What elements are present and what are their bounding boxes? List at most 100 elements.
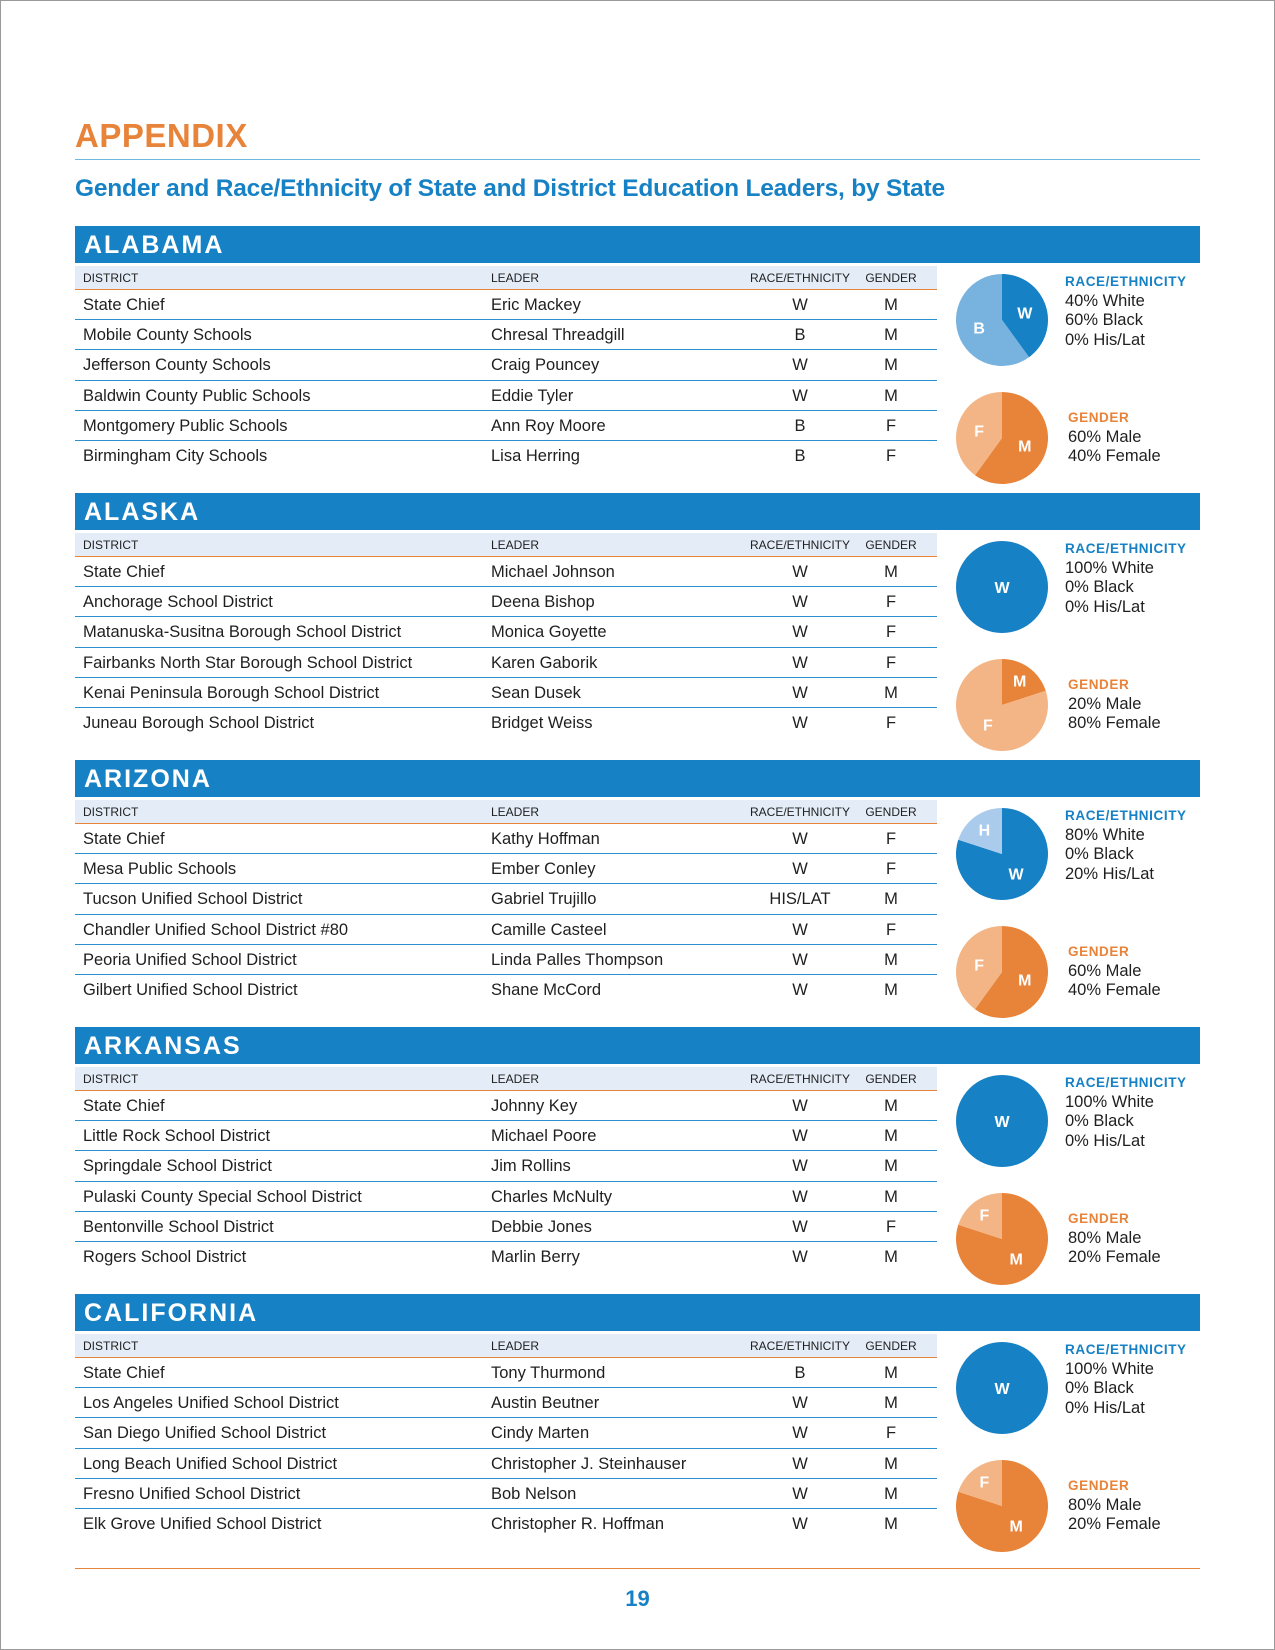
column-header-district: DISTRICT: [83, 1072, 139, 1086]
race-legend-white: 80% White: [1065, 825, 1145, 844]
state-section-arkansas: ARKANSAS DISTRICT LEADER RACE/ETHNICITY …: [75, 1027, 1200, 1285]
gender-pie-slice-label: F: [983, 717, 993, 734]
column-header-gender: GENDER: [865, 805, 917, 819]
page-number: 19: [625, 1586, 650, 1611]
gender-cell: M: [884, 1157, 898, 1176]
gender-pie-slice-label: F: [979, 1208, 989, 1225]
race-cell: HIS/LAT: [769, 890, 831, 909]
table-row: Chandler Unified School District #80 Cami…: [75, 915, 937, 945]
race-ethnicity-legend: RACE/ETHNICITY 100% White 0% Black 0% Hi…: [1065, 1340, 1187, 1418]
gender-cell: M: [884, 1247, 898, 1266]
race-legend-white: 40% White: [1065, 291, 1145, 310]
leader-cell: Michael Poore: [491, 1127, 597, 1146]
race-cell: W: [792, 860, 808, 879]
race-cell: W: [792, 1247, 808, 1266]
column-header-race: RACE/ETHNICITY: [750, 805, 851, 819]
gender-pie-slice-f: [956, 392, 1002, 476]
table-row: Peoria Unified School District Linda Pall…: [75, 945, 937, 975]
leader-table: State Chief Johnny Key W M Little Rock Schoo…: [75, 1091, 937, 1272]
race-cell: W: [792, 950, 808, 969]
district-cell: Long Beach Unified School District: [83, 1454, 338, 1473]
leader-cell: Ann Roy Moore: [491, 416, 606, 435]
leader-table: State Chief Tony Thurmond B M Los Angeles Un…: [75, 1358, 937, 1539]
leader-cell: Debbie Jones: [491, 1217, 592, 1236]
race-cell: B: [794, 326, 806, 345]
table-row: Fresno Unified School District Bob Nelson…: [75, 1479, 937, 1509]
leader-cell: Kathy Hoffman: [491, 830, 600, 848]
district-cell: State Chief: [83, 1097, 165, 1115]
column-header-leader: LEADER: [491, 1339, 540, 1353]
gender-cell: F: [885, 593, 897, 612]
district-cell: Fresno Unified School District: [83, 1484, 301, 1503]
page-title: APPENDIX: [75, 117, 248, 154]
gender-pie-slice-label: M: [1018, 972, 1031, 989]
race-ethnicity-pie-chart: WH: [956, 808, 1048, 900]
column-header-race: RACE/ETHNICITY: [750, 271, 851, 285]
table-row: Long Beach Unified School District Christ…: [75, 1449, 937, 1479]
leader-cell: Eddie Tyler: [491, 386, 574, 405]
gender-legend: GENDER 80% Male 20% Female: [1068, 1209, 1161, 1268]
leader-cell: Chresal Threadgill: [491, 326, 625, 345]
table-row: Los Angeles Unified School District Austi…: [75, 1388, 937, 1419]
race-pie-slice-label: W: [994, 1381, 1010, 1398]
gender-cell: F: [885, 1424, 897, 1443]
gender-legend-title: GENDER: [1068, 410, 1130, 425]
gender-cell: F: [885, 623, 897, 642]
race-cell: W: [792, 563, 808, 581]
leader-cell: Charles McNulty: [491, 1187, 613, 1206]
district-cell: Los Angeles Unified School District: [83, 1394, 339, 1413]
race-cell: W: [792, 623, 808, 642]
table-row: Kenai Peninsula Borough School District S…: [75, 678, 937, 708]
gender-legend-male: 80% Male: [1068, 1495, 1142, 1514]
district-cell: Peoria Unified School District: [83, 950, 297, 969]
gender-cell: M: [884, 386, 898, 405]
gender-pie-chart: MF: [956, 392, 1048, 484]
leader-cell: Linda Palles Thompson: [491, 950, 664, 969]
race-ethnicity-legend: RACE/ETHNICITY 40% White 60% Black 0% Hi…: [1065, 272, 1187, 350]
race-pie-slice-w: [956, 1075, 1048, 1167]
gender-pie-slice-label: F: [979, 1475, 989, 1492]
race-legend-title: RACE/ETHNICITY: [1065, 1342, 1187, 1357]
column-header-race: RACE/ETHNICITY: [750, 1072, 851, 1086]
column-header-race: RACE/ETHNICITY: [750, 538, 851, 552]
table-row: State Chief Johnny Key W M: [75, 1091, 937, 1122]
race-cell: W: [792, 1187, 808, 1206]
leader-table: State Chief Michael Johnson W M Anchorage Sc…: [75, 557, 937, 738]
state-section-arizona: ARIZONA DISTRICT LEADER RACE/ETHNICITY G…: [75, 760, 1200, 1018]
gender-legend: GENDER 60% Male 40% Female: [1068, 942, 1161, 1001]
gender-legend: GENDER 20% Male 80% Female: [1068, 675, 1161, 734]
table-row: Little Rock School District Michael Poore…: [75, 1121, 937, 1152]
district-cell: State Chief: [83, 1364, 165, 1382]
gender-pie-slice-label: M: [1009, 1251, 1022, 1268]
leader-cell: Craig Pouncey: [491, 356, 600, 375]
gender-cell: M: [884, 1127, 898, 1146]
race-pie-slice-h: [958, 808, 1002, 854]
gender-pie-chart: MF: [956, 1193, 1048, 1285]
race-cell: W: [792, 713, 808, 732]
leader-cell: Bob Nelson: [491, 1484, 577, 1503]
table-row: Juneau Borough School District Bridget We…: [75, 708, 937, 738]
district-cell: San Diego Unified School District: [83, 1424, 327, 1443]
race-legend-hislat: 0% His/Lat: [1065, 1131, 1145, 1150]
column-header-leader: LEADER: [491, 271, 540, 285]
column-header-leader: LEADER: [491, 1072, 540, 1086]
race-cell: W: [792, 1484, 808, 1503]
gender-cell: M: [884, 683, 898, 702]
race-cell: W: [792, 296, 808, 314]
gender-cell: F: [885, 1217, 897, 1236]
race-pie-slice-label: B: [973, 320, 985, 337]
column-header-district: DISTRICT: [83, 805, 139, 819]
gender-pie-slice-f: [956, 659, 1048, 751]
race-ethnicity-pie-chart: W: [956, 541, 1048, 633]
district-cell: Bentonville School District: [83, 1217, 274, 1236]
district-cell: Fairbanks North Star Borough School Dist…: [83, 653, 413, 672]
race-cell: W: [792, 1424, 808, 1443]
leader-cell: Christopher J. Steinhauser: [491, 1454, 687, 1473]
district-cell: Baldwin County Public Schools: [83, 386, 311, 405]
race-pie-slice-label: W: [994, 1114, 1010, 1131]
gender-pie-slice-m: [974, 926, 1048, 1018]
column-header-district: DISTRICT: [83, 271, 139, 285]
table-row: Jefferson County Schools Craig Pouncey W M: [75, 350, 937, 381]
gender-pie-slice-f: [958, 1193, 1002, 1239]
gender-cell: M: [884, 1454, 898, 1473]
